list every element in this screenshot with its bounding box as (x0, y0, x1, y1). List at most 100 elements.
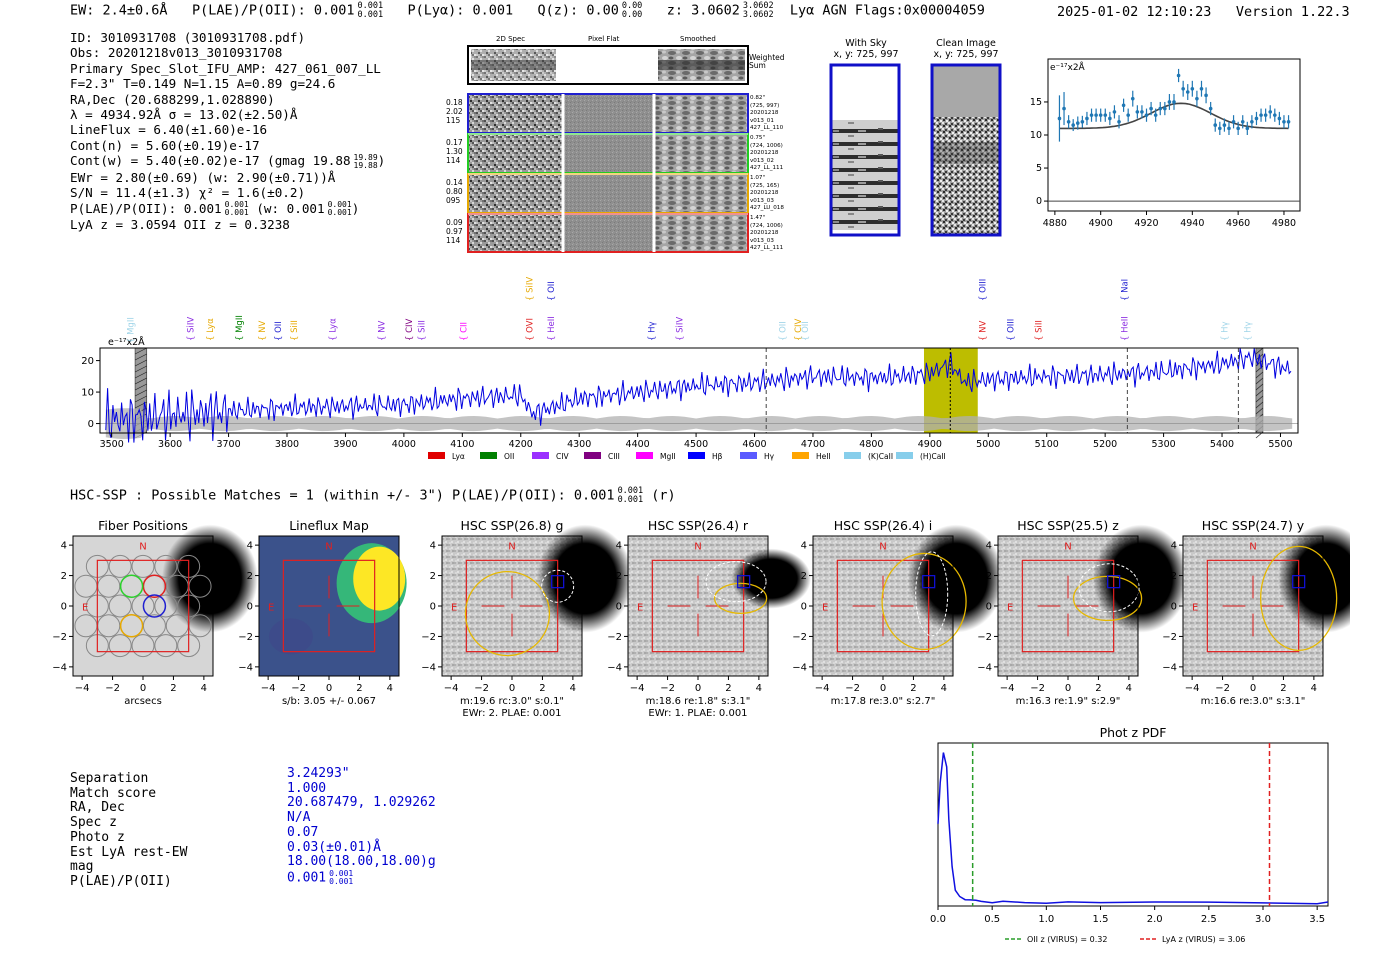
data-point (1176, 73, 1181, 78)
x-tick-label: −2 (105, 683, 120, 694)
cutout-note-n3: 20201218 (750, 110, 779, 117)
match-value-photoz: 0.07 (287, 824, 319, 840)
panel-caption: s/b: 3.05 +/- 0.067 (282, 696, 376, 707)
version: Version 1.22.3 (1235, 4, 1350, 20)
cutout-weight-w1: 0.17 (446, 138, 463, 147)
x-tick-label: −4 (630, 683, 645, 694)
match-table: Separation Match score RA, Dec Spec z Ph… (70, 771, 187, 890)
line-id-label: { OIII (1006, 319, 1016, 341)
y-tick-label: 0 (430, 602, 436, 613)
line-id-label: { MgII (235, 315, 245, 341)
hatch-line (134, 347, 147, 355)
search-box (282, 559, 376, 653)
fiber-circle (131, 634, 155, 658)
y-tick-label: 4 (986, 541, 992, 552)
y-tick-label: 5 (1036, 163, 1042, 174)
hatch-line (1255, 347, 1264, 355)
match-value-plae: 0.001 0.001 0.001 (287, 869, 436, 886)
data-point (1204, 93, 1208, 98)
target-box (551, 575, 565, 589)
x-tick-label: −4 (75, 683, 90, 694)
target-box (922, 575, 936, 589)
x-tick-label: 0.5 (984, 914, 1000, 925)
east-label: E (82, 603, 88, 614)
x-tick-label: −2 (660, 683, 675, 694)
hatch-line (1255, 359, 1264, 367)
data-point (1231, 119, 1236, 124)
search-box (651, 559, 745, 653)
data-point (1117, 119, 1121, 124)
match-value-mag: 18.00(18.00,18.00)g (287, 854, 436, 870)
x-tick-label: −2 (845, 683, 860, 694)
x-tick-label: 2 (1280, 683, 1286, 694)
plot-frame (99, 347, 1299, 434)
panel-caption: m:18.6 re:1.8" s:3.1" (646, 696, 751, 707)
cutout-note-n2: (725, 165) (750, 182, 780, 189)
clean-image-xy: x, y: 725, 997 (933, 49, 999, 60)
unit-label: e⁻¹⁷x2Å (108, 336, 145, 348)
hsc-panel: Lineflux Map N E 4 2 0 −2 −4 −4 −2 0 2 4 s/b: 3.05 +/… (238, 518, 407, 707)
info-contn: Cont(n) = 5.60(±0.19)e-17 (70, 137, 260, 153)
line-id-label: { OII (779, 321, 789, 341)
data-point (1259, 113, 1263, 117)
x-tick-label: 4900 (918, 439, 942, 450)
plae-sup: 0.001 (357, 1, 384, 11)
x-tick-label: −2 (1215, 683, 1230, 694)
info-fit: F=2.3" T=0.149 N=1.15 A=0.89 g=24.6 (70, 76, 336, 92)
hsc-panel: HSC SSP(26.4) r N E 4 2 0 −2 −4 −4 −2 0 2 4 m:18.6 re… (607, 518, 812, 719)
hsc-plae-sub: 0.001 (617, 494, 644, 505)
data-point (1098, 113, 1103, 117)
full-spectrum-chart: 0 10 20 3500 3600 3700 3800 3900 4000 4100 4200 430… (81, 277, 1299, 461)
match-label-plae: P(LAE)/P(OII) (70, 873, 172, 889)
y-tick-label: 4 (430, 541, 436, 552)
cutout-note-n5: 427_LL_111 (750, 165, 784, 172)
line-id-label: { SiIV (676, 317, 686, 341)
search-box (836, 559, 930, 653)
weighted-sum-label: Weighted Sum (749, 54, 785, 70)
x-tick-label: 5400 (1210, 439, 1234, 450)
qz-sup: 0.00 (621, 1, 643, 11)
data-point (1245, 126, 1250, 131)
legend-label: Hβ (712, 452, 723, 461)
plae-w-text: (w: 0.001 (256, 200, 325, 216)
east-label: E (451, 603, 457, 614)
data-point (1167, 100, 1172, 104)
legend-label: CIII (608, 452, 620, 461)
x-tick-label: −4 (1185, 683, 1200, 694)
data-point (1236, 126, 1240, 131)
match-label-score: Match score (70, 785, 157, 801)
unit-label: e⁻¹⁷x2Å (1050, 61, 1086, 73)
search-box (96, 559, 190, 653)
y-tick-label: 4 (801, 541, 807, 552)
x-tick-label: 5000 (976, 439, 1000, 450)
north-label: N (508, 542, 515, 553)
line-id-label: { Hγ (1220, 321, 1230, 341)
data-point (1286, 119, 1291, 124)
y-tick-label: 4 (61, 541, 67, 552)
x-tick-label: 0 (1065, 683, 1071, 694)
panel-title: HSC SSP(26.8) g (461, 518, 564, 533)
x-tick-label: 4300 (567, 439, 591, 450)
target-box (1292, 575, 1306, 589)
info-sn: S/N = 11.4(±1.3) χ² = 1.6(±0.2) (70, 185, 306, 201)
plae-text: P(LAE)/P(OII): 0.001 (70, 200, 222, 216)
target-box (1107, 575, 1121, 589)
match-ellipse (881, 552, 967, 651)
data-point (1135, 110, 1140, 114)
hatch-line (1255, 383, 1264, 391)
cutout-note-n2: (724, 1006) (750, 142, 783, 149)
north-label: N (139, 542, 146, 553)
info-lineflux: LineFlux = 6.40(±1.60)e-16 (70, 122, 268, 138)
data-point (1208, 106, 1213, 111)
north-label: N (694, 542, 701, 553)
galaxy-blob (908, 524, 1005, 633)
y-tick-label: −4 (977, 662, 992, 673)
cutout-note-n5: 427_LL_110 (750, 125, 784, 132)
fiber-circle (154, 554, 178, 578)
x-tick-label: −4 (1000, 683, 1015, 694)
hatch-line (134, 353, 147, 361)
x-tick-label: 4 (570, 683, 576, 694)
hatch-line (134, 377, 147, 385)
legend-swatch (480, 452, 497, 459)
col-smoothed: Smoothed (680, 35, 716, 43)
